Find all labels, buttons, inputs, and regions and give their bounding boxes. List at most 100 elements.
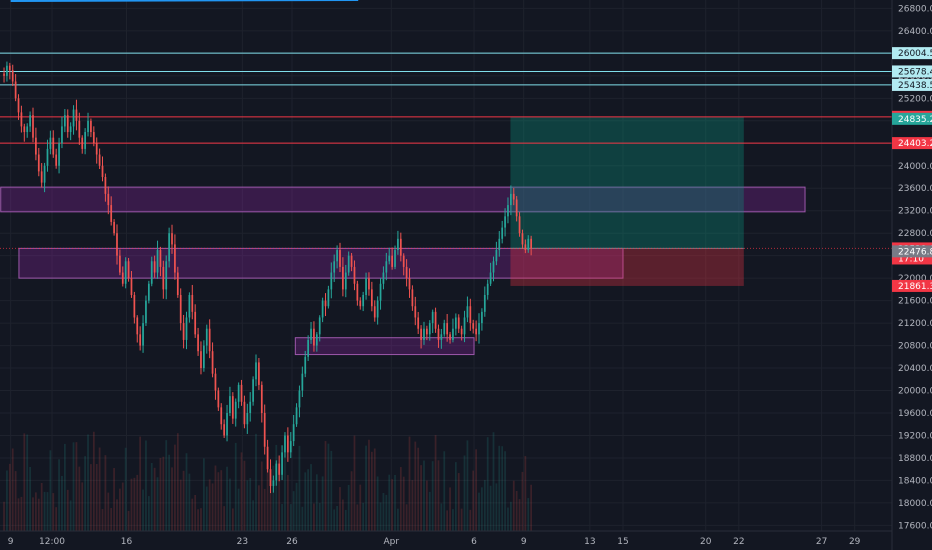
line-price-tag-bg	[892, 78, 932, 91]
volume-bar	[399, 467, 402, 531]
candle-body	[26, 126, 29, 133]
volume-bar	[237, 488, 240, 531]
candle-body	[426, 328, 428, 335]
volume-bar	[133, 477, 136, 531]
price-tag-bg	[892, 245, 932, 258]
candle-body	[69, 126, 72, 133]
candle-body	[20, 112, 23, 127]
candle-body	[527, 238, 530, 251]
volume-bar	[454, 462, 457, 531]
candle-body	[220, 407, 223, 425]
volume-bar	[272, 465, 275, 531]
volume-bar	[191, 498, 194, 531]
volume-bar	[295, 482, 298, 531]
candle-body	[145, 300, 147, 324]
volume-bar	[107, 492, 110, 531]
volume-bar	[370, 451, 373, 531]
volume-bar	[498, 445, 501, 531]
candle-body	[263, 413, 266, 447]
volume-bar	[116, 499, 118, 531]
price-tick-label: 18400.0	[898, 476, 932, 486]
volume-bar	[469, 509, 472, 531]
candle-body	[66, 115, 69, 133]
volume-bar	[307, 469, 310, 531]
volume-bar	[142, 489, 144, 531]
volume-bar	[63, 443, 66, 531]
candle-body	[347, 255, 350, 273]
volume-bar	[397, 508, 399, 531]
volume-bar	[391, 479, 393, 531]
price-tag: 22476.8	[898, 247, 932, 257]
candle-body	[55, 154, 58, 166]
position-target-area	[510, 116, 744, 249]
candle-body	[481, 311, 483, 324]
candle-body	[356, 283, 359, 301]
candle-body	[498, 238, 501, 251]
volume-bar	[310, 464, 312, 531]
candle-body	[150, 261, 153, 284]
price-tick-label: 22800.0	[898, 229, 932, 239]
volume-bar	[388, 474, 391, 531]
volume-bar	[92, 431, 95, 531]
candle-body	[110, 205, 113, 222]
candle-body	[284, 435, 286, 453]
candle-body	[420, 328, 422, 340]
candle-body	[272, 480, 275, 487]
candle-body	[449, 334, 451, 340]
volume-bar	[426, 480, 428, 531]
candle-body	[194, 311, 197, 335]
price-tick-label: 19200.0	[898, 431, 932, 441]
candle-body	[188, 295, 191, 318]
candle-body	[524, 244, 527, 251]
volume-bars	[3, 431, 533, 531]
candle-body	[81, 137, 84, 149]
volume-bar	[72, 442, 75, 531]
volume-bar	[58, 459, 60, 531]
candle-body	[200, 351, 202, 369]
volume-bar	[353, 435, 356, 531]
candle-body	[475, 328, 477, 335]
candle-body	[63, 115, 66, 127]
volume-bar	[342, 499, 344, 531]
candle-body	[258, 362, 260, 385]
volume-bar	[226, 466, 228, 531]
volume-bar	[156, 477, 159, 531]
volume-bar	[507, 507, 509, 531]
candle-body	[281, 452, 283, 475]
volume-bar	[98, 447, 101, 531]
price-axis-panel[interactable]	[892, 0, 932, 550]
volume-bar	[315, 474, 318, 531]
price-tag: 21861.3	[898, 282, 932, 292]
volume-bar	[449, 487, 451, 531]
volume-bar	[29, 466, 31, 531]
volume-bar	[6, 470, 8, 531]
volume-bar	[182, 470, 185, 531]
volume-bar	[252, 500, 254, 531]
candle-body	[428, 323, 431, 335]
volume-bar	[408, 436, 411, 531]
volume-bar	[136, 474, 139, 531]
time-tick-label: 22	[733, 537, 744, 547]
volume-bar	[194, 494, 197, 531]
time-axis: 9 12:00 16 23 26 Apr 6 9 13 15 20 22 27 29	[8, 537, 861, 547]
volume-bar	[501, 446, 504, 531]
volume-bar	[185, 453, 188, 531]
candle-body	[29, 115, 31, 127]
candle-body	[324, 300, 327, 307]
volume-bar	[35, 492, 37, 531]
volume-bar	[263, 488, 266, 531]
candle-body	[411, 289, 414, 307]
trend-line[interactable]	[10, 0, 359, 2]
volume-bar	[176, 433, 179, 531]
volume-bar	[321, 476, 324, 531]
volume-bar	[463, 455, 466, 531]
position-tool[interactable]	[510, 116, 744, 286]
volume-bar	[78, 466, 81, 531]
volume-bar	[434, 435, 437, 531]
candle-body	[127, 261, 130, 279]
volume-bar	[90, 464, 92, 531]
volume-bar	[518, 499, 521, 531]
volume-bar	[333, 509, 336, 531]
candle-body	[394, 250, 396, 267]
